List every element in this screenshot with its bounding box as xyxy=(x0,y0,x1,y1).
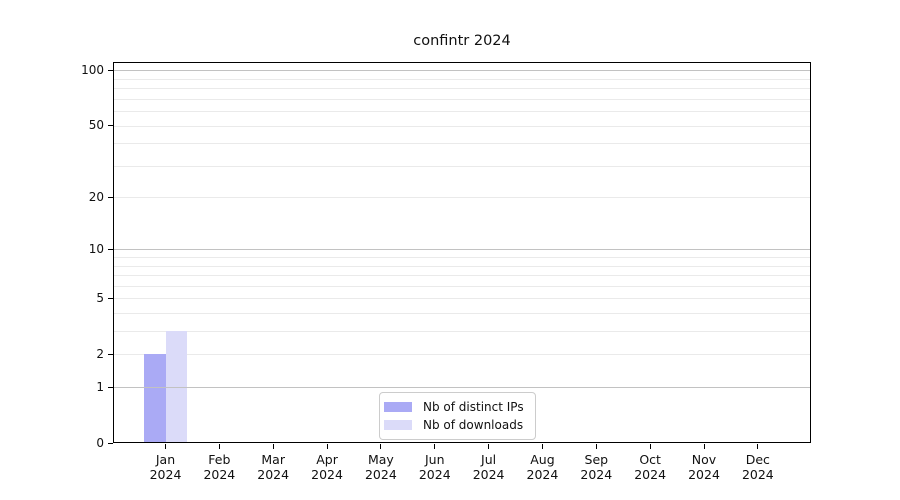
x-axis-tick-month: Sep xyxy=(584,452,609,467)
gridline-minor xyxy=(114,275,810,277)
gridline-minor xyxy=(114,143,810,145)
x-axis-tick-year: 2024 xyxy=(526,467,559,482)
x-axis-tick xyxy=(703,444,705,449)
gridline-minor xyxy=(114,197,810,199)
legend-item: Nb of distinct IPs xyxy=(384,399,524,415)
gridline-major xyxy=(114,249,810,251)
y-axis-tick-label: 100 xyxy=(81,62,104,77)
x-axis-tick xyxy=(595,444,597,449)
x-axis-tick-label: Sep 2024 xyxy=(568,452,624,482)
x-axis-tick-label: Jul 2024 xyxy=(461,452,517,482)
x-axis-tick-label: Dec 2024 xyxy=(730,452,786,482)
y-axis-tick-label: 1 xyxy=(96,379,104,394)
x-axis-tick-label: Apr 2024 xyxy=(299,452,355,482)
gridline-minor xyxy=(114,88,810,90)
x-axis-tick-year: 2024 xyxy=(149,467,182,482)
bar-nb-of-distinct-ips xyxy=(144,354,166,442)
x-axis-tick-label: Oct 2024 xyxy=(622,452,678,482)
legend-swatch-nb-of-downloads xyxy=(384,420,412,430)
x-axis-tick-month: Aug xyxy=(530,452,555,467)
gridline-minor xyxy=(114,313,810,315)
x-axis-tick-month: Mar xyxy=(261,452,285,467)
x-axis-tick-month: Apr xyxy=(316,452,338,467)
legend: Nb of distinct IPs Nb of downloads xyxy=(379,392,536,440)
chart-title: confintr 2024 xyxy=(413,33,511,49)
x-axis-tick-year: 2024 xyxy=(634,467,667,482)
x-axis-tick-label: Aug 2024 xyxy=(514,452,570,482)
x-axis-tick xyxy=(380,444,382,449)
x-axis-tick-label: Feb 2024 xyxy=(191,452,247,482)
x-axis-tick-month: May xyxy=(367,452,394,467)
gridline-minor xyxy=(114,265,810,267)
x-axis-tick xyxy=(434,444,436,449)
x-axis-tick xyxy=(326,444,328,449)
x-axis-tick-month: Jun xyxy=(424,452,445,467)
x-axis-tick-month: Nov xyxy=(691,452,717,467)
gridline-minor xyxy=(114,257,810,259)
x-axis-tick-label: Jan 2024 xyxy=(138,452,194,482)
gridline-major xyxy=(114,387,810,389)
y-axis-tick xyxy=(108,248,113,250)
x-axis-tick-month: Jan xyxy=(155,452,176,467)
x-axis-tick xyxy=(649,444,651,449)
gridline-minor xyxy=(114,98,810,100)
gridline-minor xyxy=(114,111,810,113)
y-axis-tick xyxy=(108,297,113,299)
x-axis-tick-label: Jun 2024 xyxy=(407,452,463,482)
bar-nb-of-downloads xyxy=(165,331,187,442)
x-axis-tick-year: 2024 xyxy=(688,467,720,482)
x-axis-tick xyxy=(272,444,274,449)
y-axis-tick xyxy=(108,442,113,444)
gridline-minor xyxy=(114,285,810,287)
gridline-minor xyxy=(114,354,810,356)
gridline-minor xyxy=(114,125,810,127)
x-axis-tick-year: 2024 xyxy=(364,467,397,482)
y-axis-tick-label: 2 xyxy=(96,346,104,361)
x-axis-tick-month: Oct xyxy=(639,452,661,467)
y-axis-tick-label: 20 xyxy=(88,189,104,204)
x-axis-tick-label: Mar 2024 xyxy=(245,452,301,482)
x-axis-tick xyxy=(757,444,759,449)
y-axis-tick xyxy=(108,125,113,127)
x-axis-tick-year: 2024 xyxy=(203,467,236,482)
x-axis-tick-year: 2024 xyxy=(418,467,451,482)
gridline-minor xyxy=(114,78,810,80)
x-axis-tick-label: Nov 2024 xyxy=(676,452,732,482)
gridline-major xyxy=(114,70,810,72)
legend-label: Nb of distinct IPs xyxy=(423,400,524,414)
y-axis-tick-label: 10 xyxy=(88,241,104,256)
gridline-minor xyxy=(114,298,810,300)
legend-item: Nb of downloads xyxy=(384,417,524,433)
y-axis-tick xyxy=(108,353,113,355)
x-axis-tick-year: 2024 xyxy=(741,467,774,482)
gridline-minor xyxy=(114,331,810,333)
x-axis-tick-label: May 2024 xyxy=(353,452,409,482)
y-axis-tick xyxy=(108,196,113,198)
legend-label: Nb of downloads xyxy=(423,418,524,432)
legend-swatch-nb-of-distinct-ips xyxy=(384,402,412,412)
x-axis-tick xyxy=(541,444,543,449)
y-axis-tick-label: 5 xyxy=(96,290,104,305)
plot-area xyxy=(113,62,811,443)
x-axis-tick xyxy=(488,444,490,449)
x-axis-tick-month: Dec xyxy=(745,452,770,467)
y-axis-tick-label: 50 xyxy=(88,118,104,133)
gridline-minor xyxy=(114,165,810,167)
x-axis-tick-month: Jul xyxy=(481,452,497,467)
x-axis-tick xyxy=(165,444,166,449)
x-axis-tick-year: 2024 xyxy=(311,467,343,482)
y-axis-tick xyxy=(108,386,113,388)
x-axis-tick-month: Feb xyxy=(208,452,231,467)
x-axis-tick-year: 2024 xyxy=(580,467,613,482)
y-axis-tick xyxy=(108,69,113,71)
x-axis-tick-year: 2024 xyxy=(472,467,505,482)
x-axis-tick-year: 2024 xyxy=(257,467,290,482)
x-axis-tick xyxy=(218,444,220,449)
y-axis-tick-label: 0 xyxy=(96,435,104,450)
